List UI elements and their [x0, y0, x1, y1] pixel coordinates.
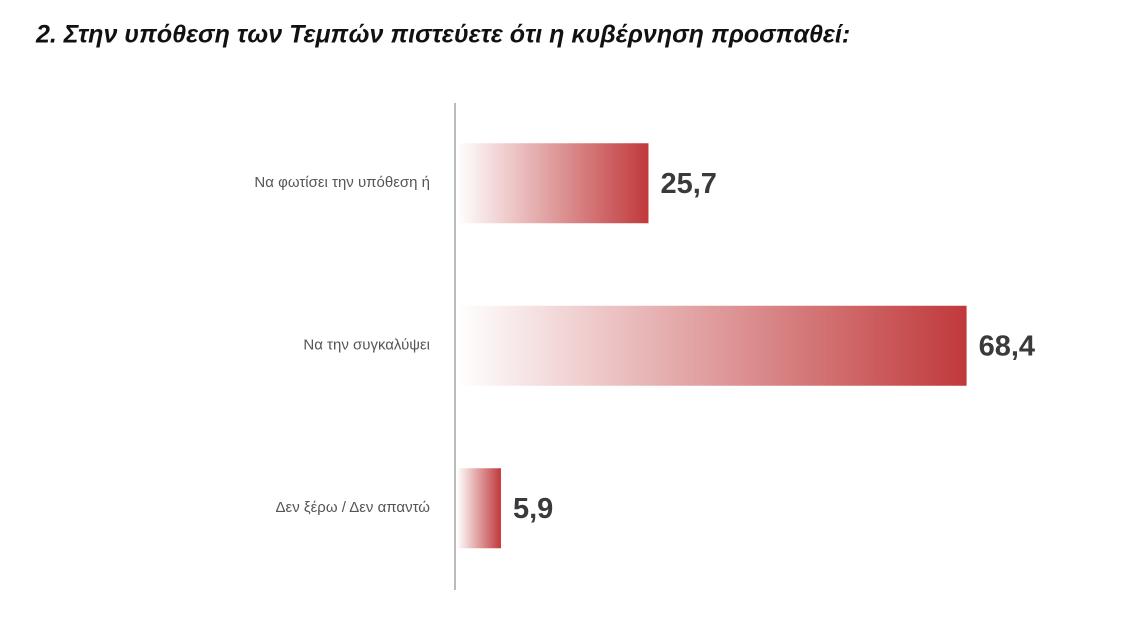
category-label: Δεν ξέρω / Δεν απαντώ — [276, 499, 431, 516]
category-label: Να την συγκαλύψει — [303, 337, 430, 354]
category-label: Να φωτίσει την υπόθεση ή — [254, 174, 430, 191]
bar — [457, 468, 501, 549]
chart-title: 2. Στην υπόθεση των Τεμπών πιστεύετε ότι… — [35, 21, 850, 49]
value-label: 5,9 — [513, 493, 553, 525]
bar — [457, 305, 967, 386]
value-label: 68,4 — [979, 330, 1035, 362]
value-label: 25,7 — [660, 168, 716, 200]
bar — [457, 143, 649, 224]
